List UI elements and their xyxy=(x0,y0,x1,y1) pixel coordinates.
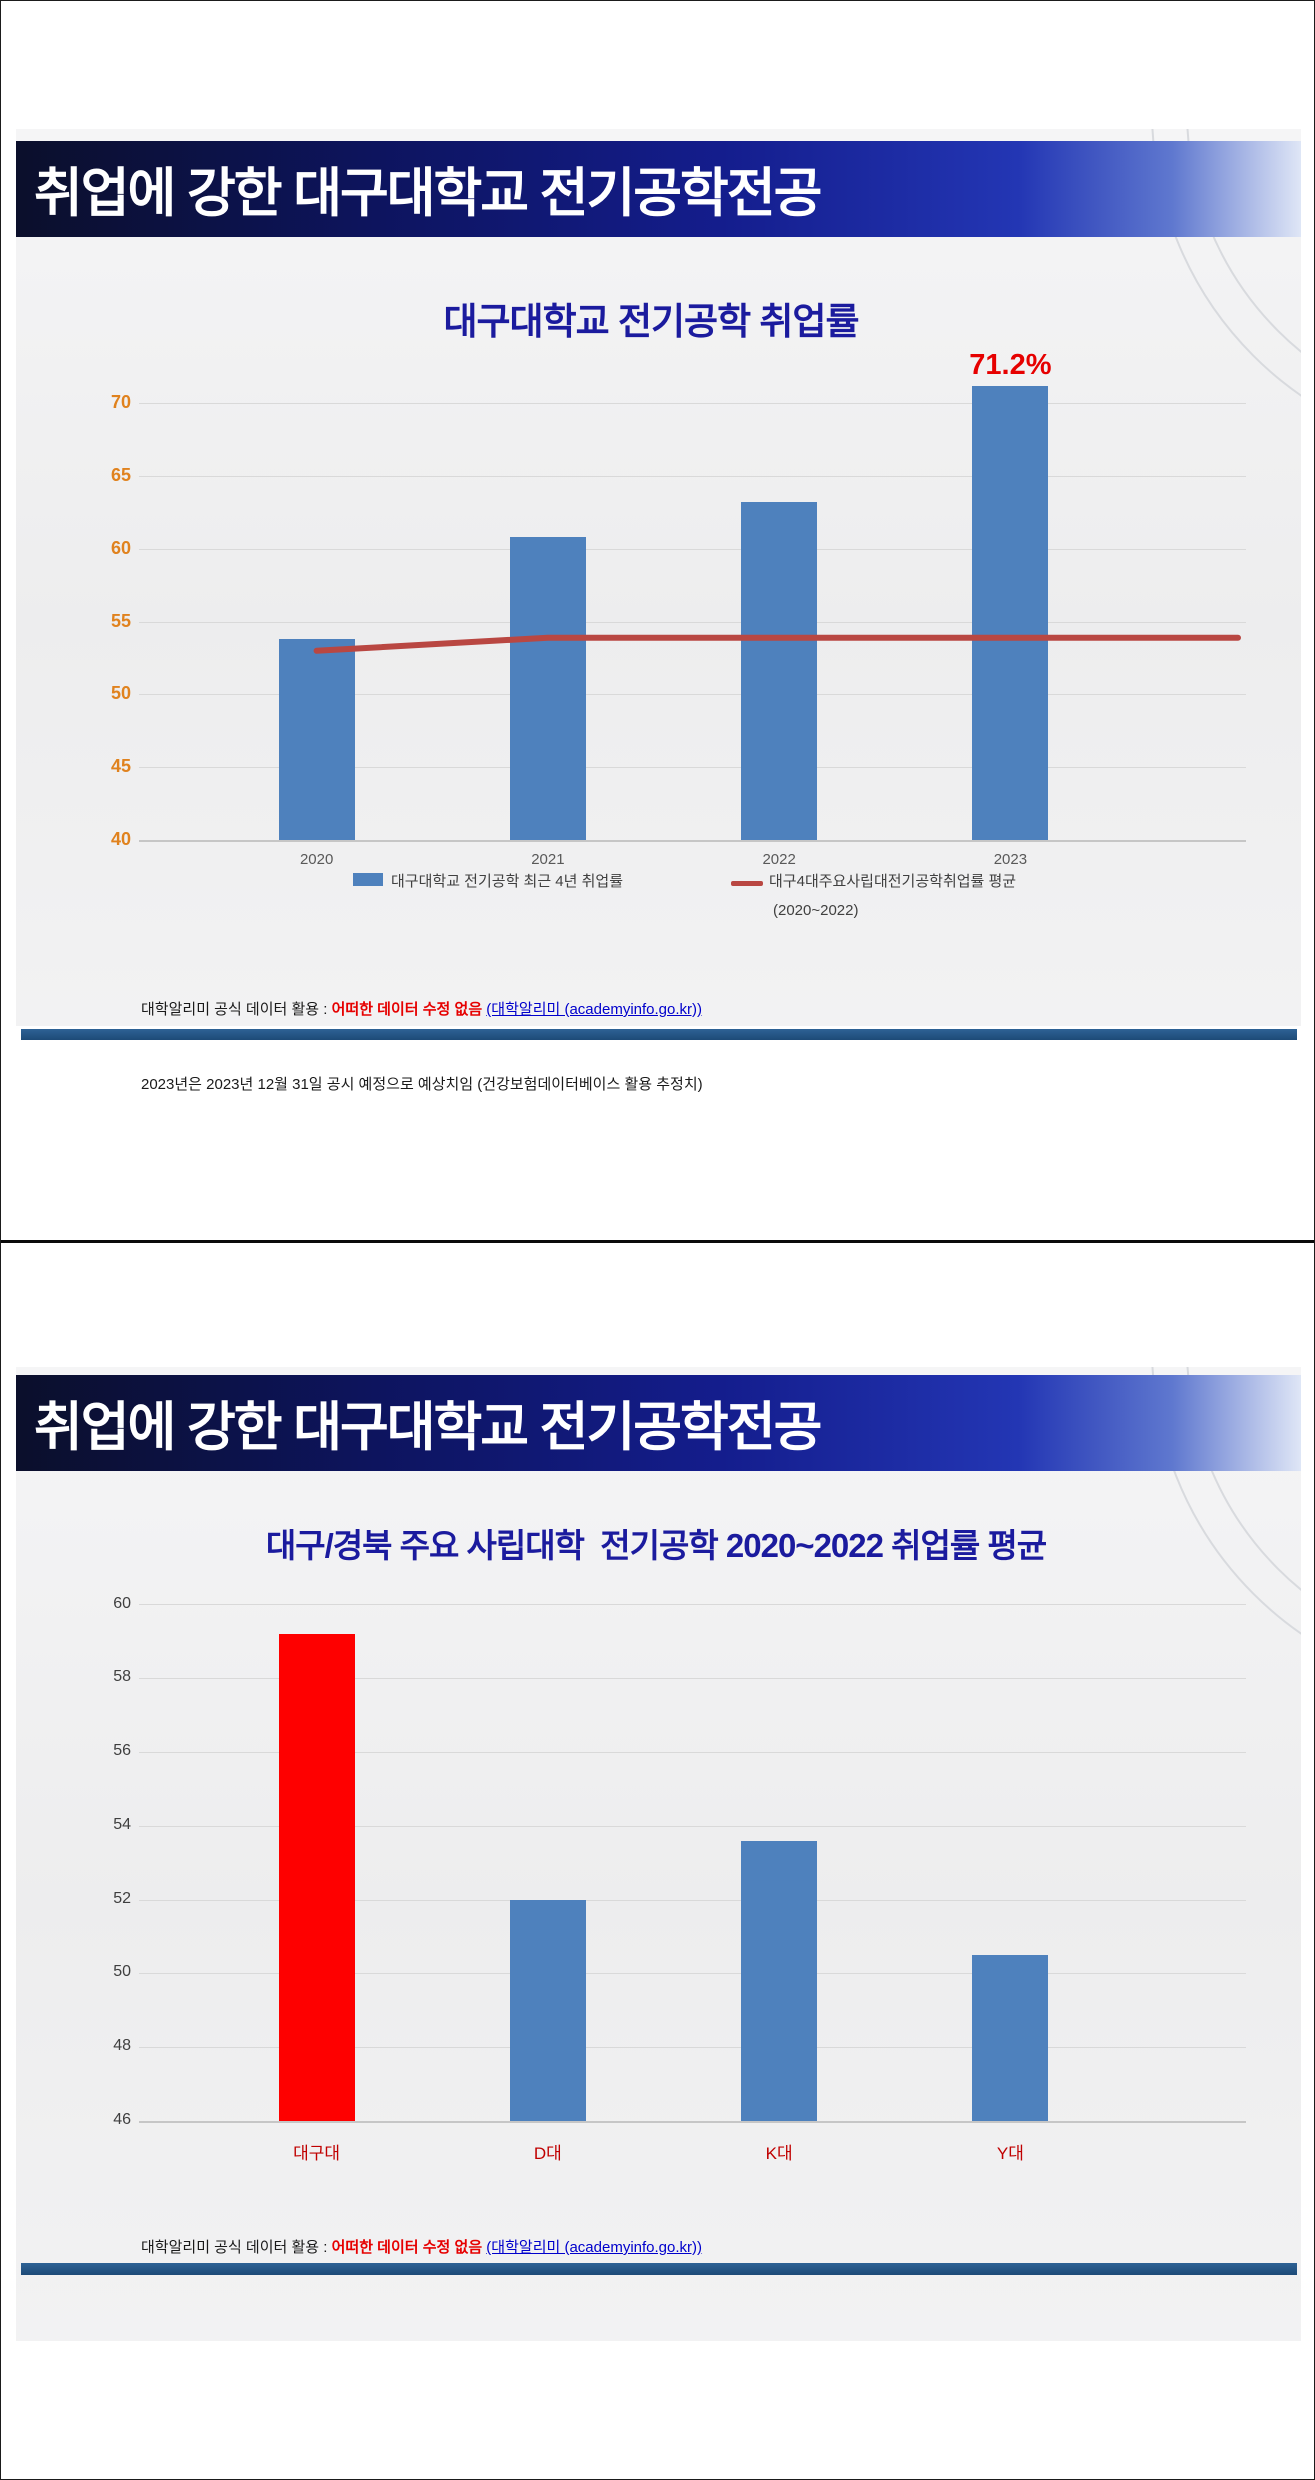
page-separator xyxy=(1,1240,1314,1243)
y-tick-label: 55 xyxy=(110,610,131,631)
x-tick-label: 대구대 xyxy=(293,2144,341,2163)
x-tick-label: 2022 xyxy=(762,851,796,868)
slide1-footer: 대학알리미 공식 데이터 활용 : 어떠한 데이터 수정 없음 (대학알리미 (… xyxy=(141,947,703,1147)
y-tick-label: 46 xyxy=(113,2111,131,2129)
academyinfo-link[interactable]: (대학알리미 (academyinfo.go.kr)) xyxy=(486,2239,703,2256)
bar-2020 xyxy=(278,639,355,840)
average-trend-line xyxy=(313,634,1241,654)
grid-line xyxy=(139,1752,1246,1754)
grid-line xyxy=(139,1604,1246,1606)
x-tick-label: 2020 xyxy=(299,851,334,868)
slide1-background-panel xyxy=(16,129,1301,1026)
grid-line xyxy=(139,2121,1246,2123)
grid-line xyxy=(139,840,1246,842)
bar-대구대 xyxy=(278,1633,355,2121)
trend-line-layer xyxy=(313,634,1241,654)
x-tick-label: K대 xyxy=(765,2144,793,2163)
legend-bar-label: 대구대학교 전기공학 최근 4년 취업률 xyxy=(391,873,624,890)
footer-prefix: 대학알리미 공식 데이터 활용 : xyxy=(141,2239,332,2256)
footer-prefix: 대학알리미 공식 데이터 활용 : xyxy=(141,1001,332,1018)
grid-line xyxy=(139,1973,1246,1975)
footer-no-edit-note: 어떠한 데이터 수정 없음 xyxy=(331,1001,483,1018)
slide1-chart-title: 대구대학교 전기공학 취업률 xyxy=(443,301,859,342)
grid-line xyxy=(139,767,1246,769)
slide2-footer-line1: 대학알리미 공식 데이터 활용 : 어떠한 데이터 수정 없음 (대학알리미 (… xyxy=(141,2235,702,2260)
slide1-header-banner: 취업에 강한 대구대학교 전기공학전공 xyxy=(16,141,1301,237)
y-tick-label: 65 xyxy=(110,464,131,485)
y-tick-label: 52 xyxy=(113,1889,131,1907)
grid-line xyxy=(139,548,1246,550)
bar-2023 xyxy=(972,385,1049,840)
grid-line xyxy=(139,621,1246,623)
y-tick-label: 50 xyxy=(113,1963,131,1981)
legend-line-label-2: (2020~2022) xyxy=(773,902,859,919)
bar-2021 xyxy=(509,537,586,840)
slide2-header-banner: 취업에 강한 대구대학교 전기공학전공 xyxy=(16,1375,1301,1471)
y-tick-label: 54 xyxy=(113,1815,131,1833)
x-tick-label: Y대 xyxy=(996,2144,1024,2163)
y-tick-label: 70 xyxy=(110,392,131,413)
slide2-background-panel xyxy=(16,1367,1301,2341)
data-label: 71.2% xyxy=(969,348,1052,381)
slide2-footer: 대학알리미 공식 데이터 활용 : 어떠한 데이터 수정 없음 (대학알리미 (… xyxy=(141,2185,702,2310)
employment-rate-trend-chart: 40 45 50 55 60 65 70 2020 2021 2022 2023 71.2% xyxy=(1,1,1314,1238)
slide1-footer-line1: 대학알리미 공식 데이터 활용 : 어떠한 데이터 수정 없음 (대학알리미 (… xyxy=(141,997,703,1022)
grid-line xyxy=(139,2047,1246,2049)
slide2-chart-title: 대구/경북 주요 사립대학 전기공학 2020~2022 취업률 평균 xyxy=(265,1527,1047,1564)
slide2-header-title: 취업에 강한 대구대학교 전기공학전공 xyxy=(34,1398,822,1457)
legend-line-label: 대구4대주요사립대전기공학취업률 평균 xyxy=(769,873,1017,890)
grid-line xyxy=(139,403,1246,405)
grid-line xyxy=(139,1825,1246,1827)
bar-2022 xyxy=(741,502,818,840)
y-tick-label: 60 xyxy=(110,537,131,558)
legend-bar-swatch xyxy=(353,873,383,886)
y-tick-label: 45 xyxy=(110,756,131,777)
y-tick-label: 40 xyxy=(110,828,131,849)
slide1-header-title: 취업에 강한 대구대학교 전기공학전공 xyxy=(34,164,822,223)
x-tick-label: 2021 xyxy=(531,851,565,868)
footer-no-edit-note: 어떠한 데이터 수정 없음 xyxy=(331,2239,483,2256)
grid-line xyxy=(139,1899,1246,1901)
grid-line xyxy=(139,694,1246,696)
university-comparison-chart: 46 48 50 52 54 56 58 60 대구대 D대 K대 Y대 xyxy=(1,1243,1314,2479)
slide1-footer-line2: 2023년은 2023년 12월 31일 공시 예정으로 예상치임 (건강보험데… xyxy=(141,1076,703,1093)
y-tick-label: 60 xyxy=(113,1594,131,1612)
y-tick-label: 48 xyxy=(113,2037,131,2055)
grid-line xyxy=(139,476,1246,478)
bar-Y대 xyxy=(972,1954,1049,2121)
y-tick-label: 50 xyxy=(110,683,131,704)
y-tick-label: 58 xyxy=(113,1668,131,1686)
academyinfo-link[interactable]: (대학알리미 (academyinfo.go.kr)) xyxy=(486,1001,703,1018)
y-tick-label: 56 xyxy=(113,1742,131,1760)
bar-D대 xyxy=(509,1899,586,2121)
legend-line-swatch xyxy=(731,881,763,886)
grid-line xyxy=(139,1678,1246,1680)
slide2-bottom-divider xyxy=(21,2263,1297,2275)
x-tick-label: D대 xyxy=(533,2144,562,2163)
x-tick-label: 2023 xyxy=(993,851,1028,868)
slide1-bottom-divider xyxy=(21,1029,1297,1040)
bar-K대 xyxy=(741,1840,818,2121)
